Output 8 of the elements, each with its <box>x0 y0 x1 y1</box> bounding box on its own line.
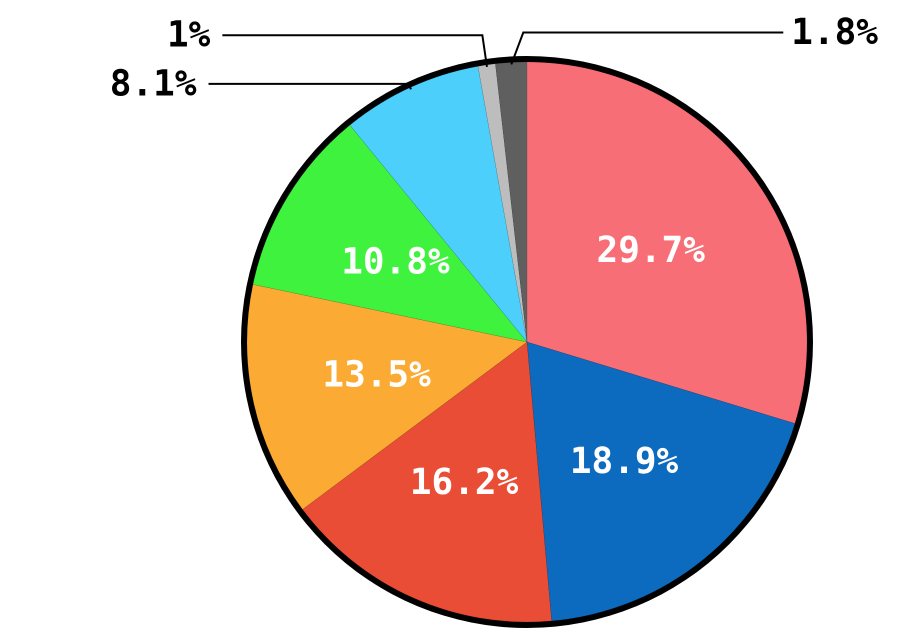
data-label: 10.8% <box>341 241 450 282</box>
data-label: 1% <box>166 14 211 56</box>
data-label: 1.8% <box>791 12 878 53</box>
data-label: 16.2% <box>410 462 519 504</box>
data-label: 8.1% <box>110 63 197 104</box>
data-label: 13.5% <box>322 354 432 396</box>
data-label: 29.7% <box>596 230 706 271</box>
data-label: 18.9% <box>570 441 679 482</box>
